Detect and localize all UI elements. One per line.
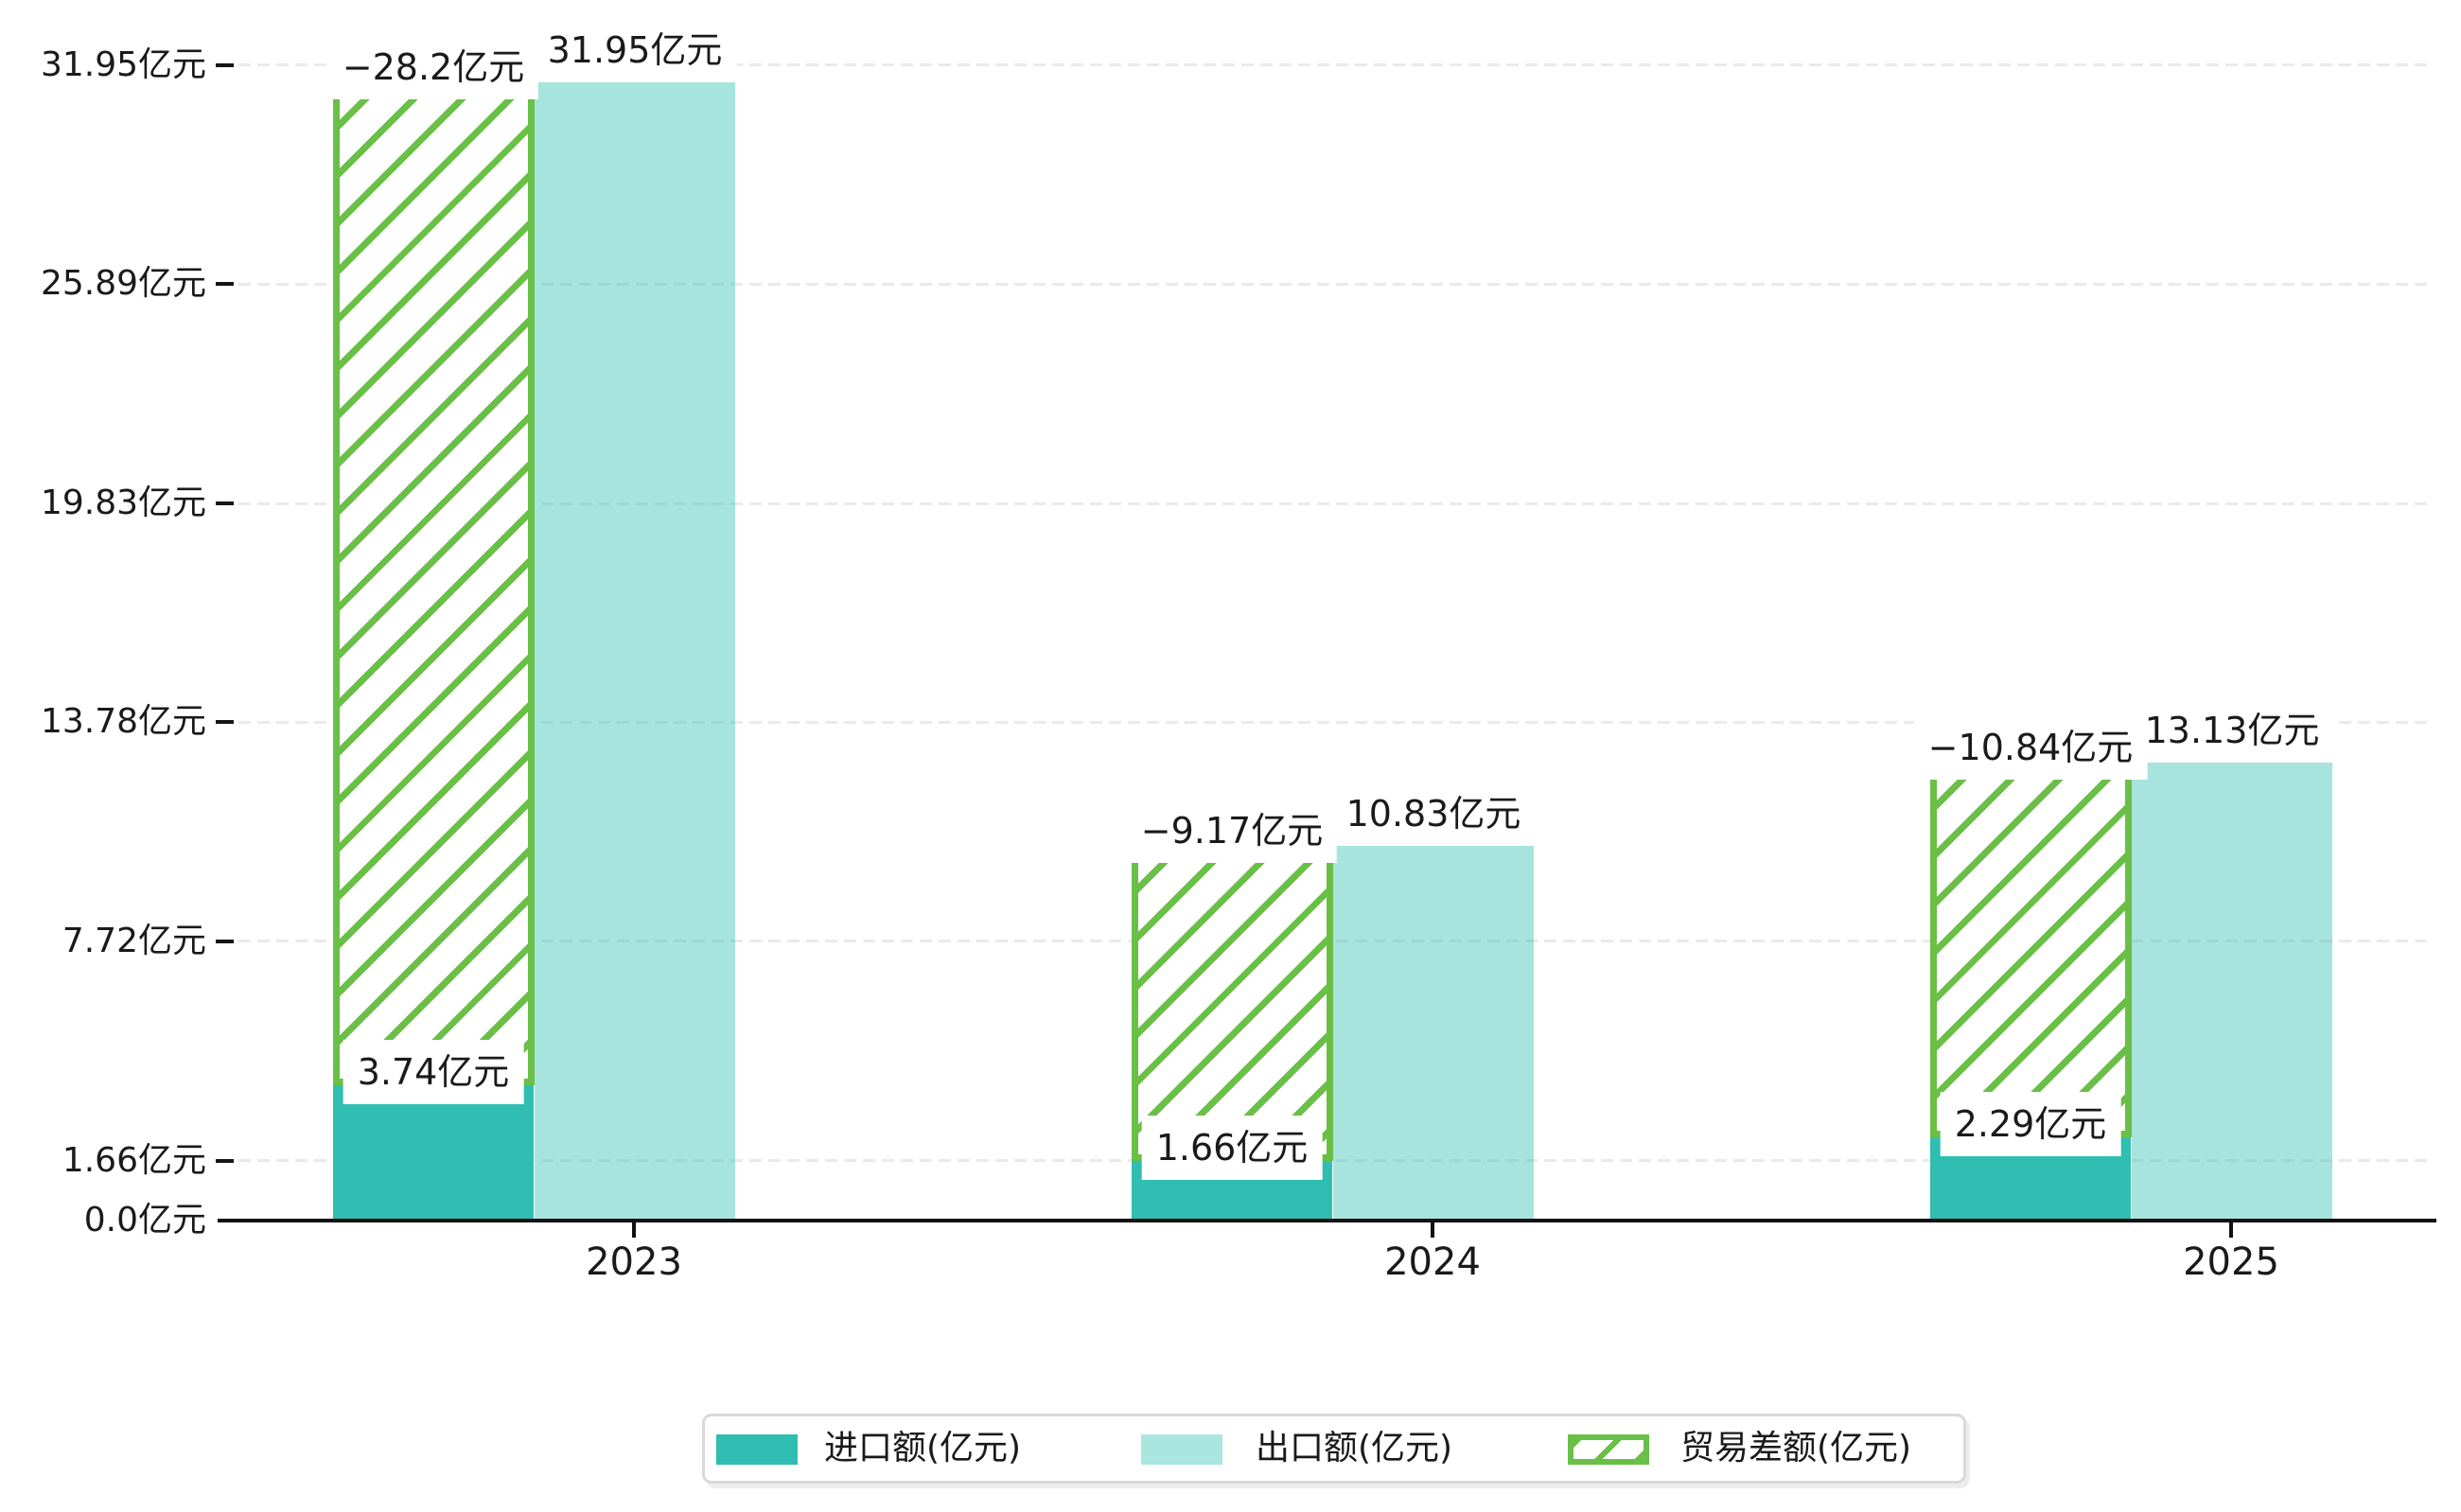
bar-export-2023 <box>535 64 735 1221</box>
label-export-2025: 13.13亿元 <box>2130 698 2334 764</box>
y-axis-tick-label: 19.83亿元 <box>40 483 206 523</box>
y-axis-tick <box>216 1158 234 1163</box>
bar-export-2024 <box>1333 829 1534 1221</box>
legend-balance-label: 贸易差额(亿元) <box>1680 1429 1912 1468</box>
bar-export-2025 <box>2132 746 2332 1221</box>
label-balance-2025: −10.84亿元 <box>1913 715 2148 781</box>
label-import-2024: 1.66亿元 <box>1141 1115 1323 1180</box>
y-axis-tick <box>216 282 234 287</box>
y-axis-tick <box>216 939 234 943</box>
bar-trade-balance-2023 <box>333 65 535 1086</box>
legend-import-swatch-icon <box>716 1434 798 1465</box>
bar-trade-balance-2024 <box>1132 829 1333 1161</box>
x-axis-category-label: 2025 <box>2183 1240 2279 1284</box>
y-axis-tick <box>216 501 234 506</box>
label-balance-2024: −9.17亿元 <box>1126 799 1338 864</box>
y-axis-tick-label: 25.89亿元 <box>40 264 206 304</box>
y-axis-tick-label: 31.95亿元 <box>40 44 206 84</box>
label-export-2023: 31.95亿元 <box>533 17 737 82</box>
label-balance-2023: −28.2亿元 <box>327 35 539 100</box>
legend-export-swatch-icon <box>1141 1434 1222 1465</box>
gridline <box>238 720 2427 724</box>
x-axis-category-label: 2024 <box>1384 1240 1481 1284</box>
gridline <box>238 1159 2427 1163</box>
y-axis-tick <box>216 62 234 67</box>
legend: 进口额(亿元) 出口额(亿元) 贸易差额(亿元) <box>702 1414 1966 1484</box>
x-axis-line <box>218 1219 2436 1222</box>
gridline <box>238 63 2427 67</box>
legend-export-label: 出口额(亿元) <box>1256 1429 1453 1468</box>
y-axis-tick-label: 13.78亿元 <box>40 702 206 742</box>
label-export-2024: 10.83亿元 <box>1331 782 1536 847</box>
legend-import-label: 进口额(亿元) <box>824 1429 1022 1468</box>
x-axis-tick <box>2229 1222 2233 1238</box>
bar-import-2023 <box>333 1085 534 1221</box>
x-axis-tick <box>632 1222 636 1238</box>
y-axis-tick-label: 0.0亿元 <box>83 1201 206 1239</box>
legend-balance-swatch-icon <box>1568 1434 1649 1465</box>
x-axis-category-label: 2023 <box>586 1240 682 1284</box>
label-import-2023: 3.74亿元 <box>343 1040 524 1105</box>
gridline <box>238 282 2427 286</box>
bar-trade-balance-2025 <box>1930 746 2132 1138</box>
x-axis-tick <box>1431 1222 1434 1238</box>
label-import-2025: 2.29亿元 <box>1940 1092 2121 1157</box>
gridline <box>238 501 2427 505</box>
y-axis-tick-label: 1.66亿元 <box>62 1140 206 1180</box>
y-axis-tick-label: 7.72亿元 <box>62 921 206 960</box>
y-axis-tick <box>216 720 234 725</box>
